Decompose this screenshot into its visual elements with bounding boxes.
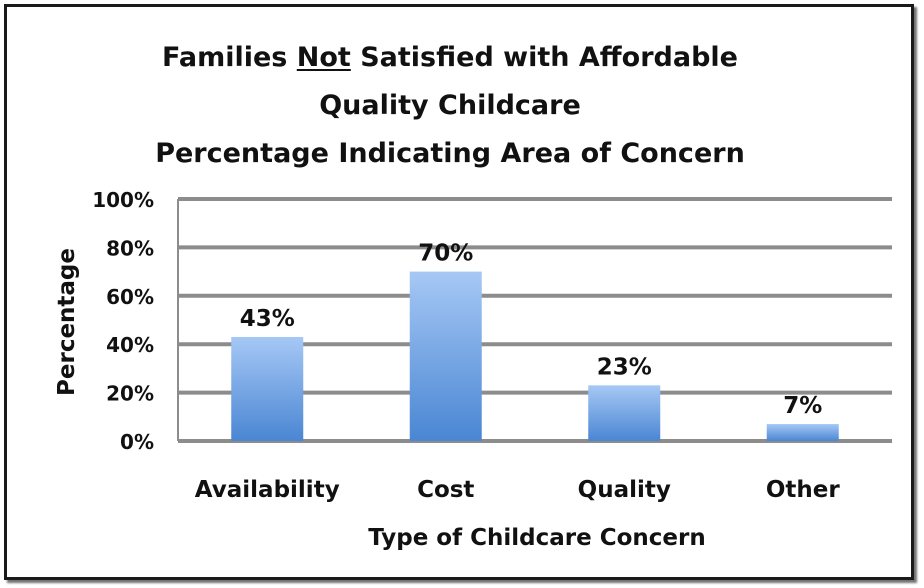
chart-title-line-1: Families Not Satisfied with Affordable <box>162 42 738 73</box>
chart-title-underlined-word: Not <box>296 42 351 73</box>
chart-title: Families Not Satisfied with Affordable Q… <box>0 34 900 178</box>
x-axis-title: Type of Childcare Concern <box>368 525 705 551</box>
y-axis-title: Percentage <box>54 248 80 396</box>
bars <box>231 271 839 441</box>
bar-other <box>766 424 839 441</box>
y-tick-label: 40% <box>106 333 154 357</box>
bar-availability <box>231 336 304 441</box>
x-tick-label-quality: Quality <box>578 477 671 503</box>
y-axis-ticks: 0% 20% 40% 60% 80% 100% <box>92 188 154 454</box>
x-tick-label-other: Other <box>766 477 841 503</box>
x-axis-categories: Availability Cost Quality Other <box>195 477 841 503</box>
y-tick-label: 80% <box>106 236 154 260</box>
y-tick-label: 100% <box>92 188 154 212</box>
y-tick-label: 20% <box>106 382 154 406</box>
chart-title-line-2: Quality Childcare <box>319 90 581 121</box>
data-labels: 43% 70% 23% 7% <box>240 241 823 419</box>
chart-title-line-3: Percentage Indicating Area of Concern <box>155 138 745 169</box>
x-tick-label-cost: Cost <box>417 477 474 503</box>
data-label-quality: 23% <box>597 354 652 380</box>
data-label-availability: 43% <box>240 306 295 332</box>
bar-cost <box>409 271 482 441</box>
x-tick-label-availability: Availability <box>195 477 340 503</box>
bar-quality <box>588 385 661 441</box>
y-tick-label: 0% <box>120 430 154 454</box>
y-tick-label: 60% <box>106 285 154 309</box>
data-label-cost: 70% <box>418 241 473 267</box>
data-label-other: 7% <box>783 393 822 419</box>
